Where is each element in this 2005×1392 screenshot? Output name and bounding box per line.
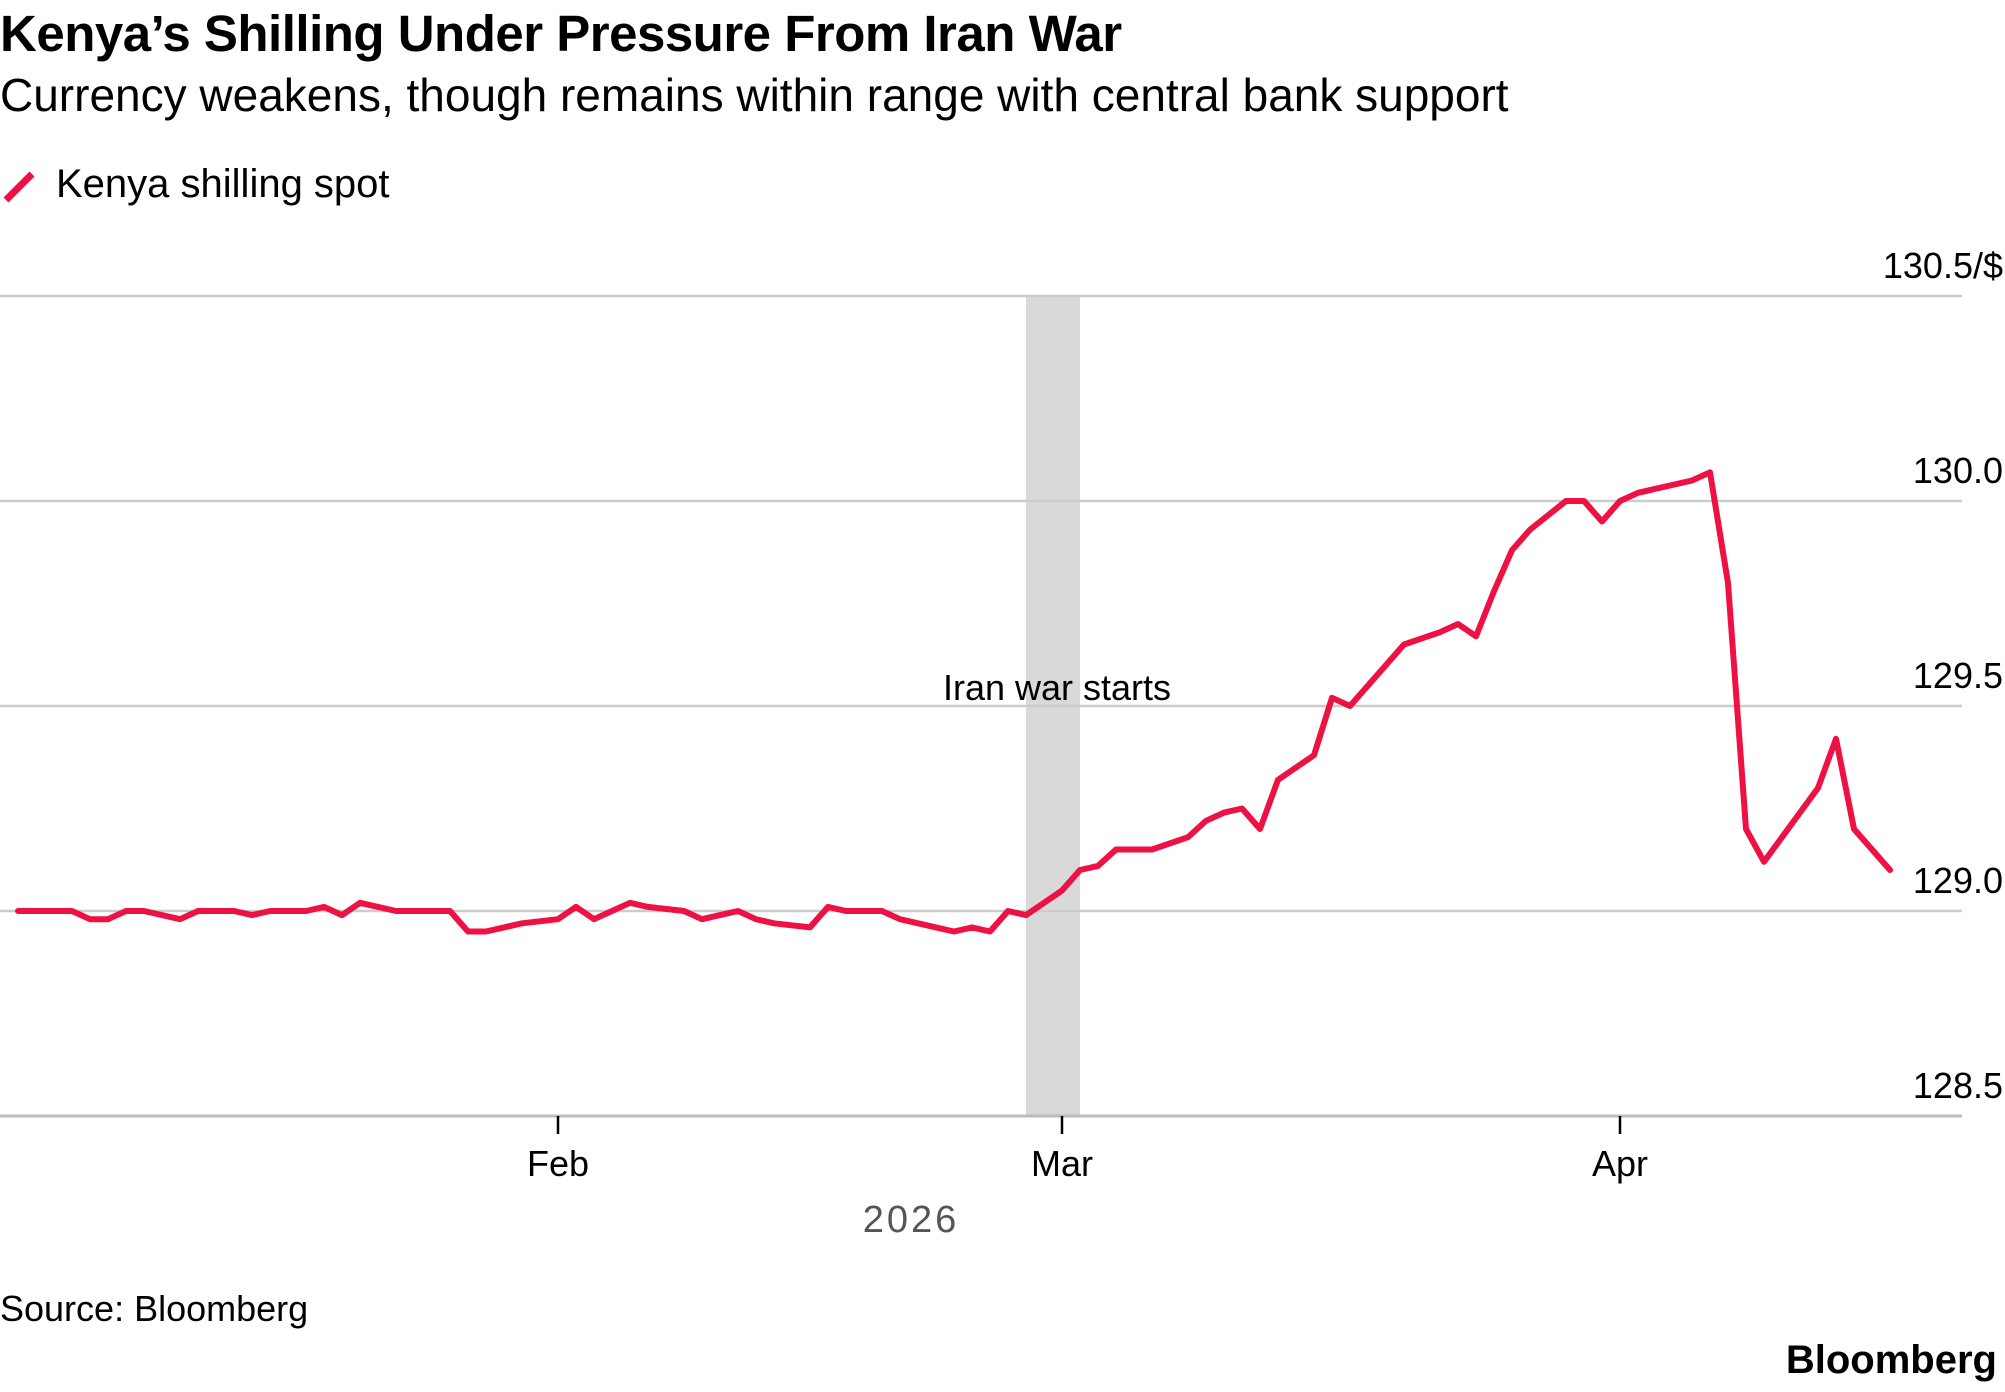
chart-subtitle: Currency weakens, though remains within … bbox=[0, 69, 1509, 121]
legend-swatch-icon bbox=[3, 171, 35, 203]
y-tick-label: 129.0 bbox=[1913, 860, 2003, 901]
chart-title: Kenya’s Shilling Under Pressure From Ira… bbox=[0, 5, 1122, 62]
y-tick-label: 130.0 bbox=[1913, 450, 2003, 491]
source-note: Source: Bloomberg bbox=[0, 1288, 309, 1329]
event-annotation-label: Iran war starts bbox=[943, 667, 1171, 708]
y-tick-label: 128.5 bbox=[1913, 1065, 2003, 1106]
x-tick-label: Apr bbox=[1592, 1143, 1648, 1184]
y-tick-label: 130.5/$ bbox=[1883, 245, 2003, 286]
legend: Kenya shilling spot bbox=[0, 160, 390, 208]
series-line bbox=[15, 469, 1893, 935]
legend-label: Kenya shilling spot bbox=[56, 161, 390, 206]
x-tick-label: Feb bbox=[527, 1143, 589, 1184]
year-label: 2026 bbox=[863, 1199, 960, 1241]
y-tick-label: 129.5 bbox=[1913, 655, 2003, 696]
line-chart: 130.5/$ 130.0 129.5 129.0 128.5 Feb Mar Apr 2026… bbox=[0, 245, 2003, 1241]
x-tick-label: Mar bbox=[1031, 1143, 1093, 1184]
bloomberg-logo: Bloomberg bbox=[1785, 1338, 1997, 1382]
